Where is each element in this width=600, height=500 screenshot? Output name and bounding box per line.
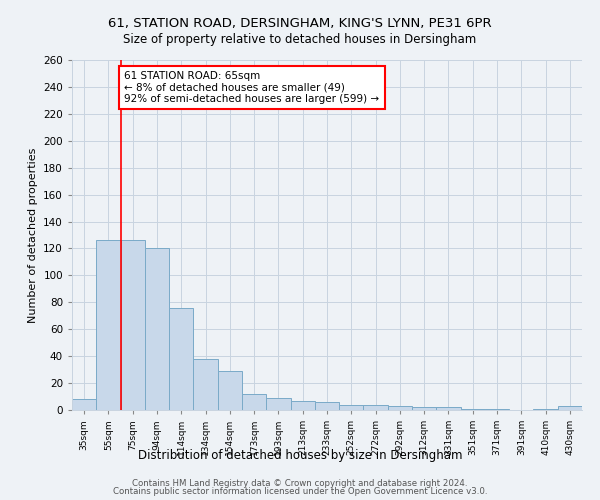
Bar <box>436 408 461 410</box>
Text: Distribution of detached houses by size in Dersingham: Distribution of detached houses by size … <box>138 448 462 462</box>
Bar <box>339 404 364 410</box>
Text: 61, STATION ROAD, DERSINGHAM, KING'S LYNN, PE31 6PR: 61, STATION ROAD, DERSINGHAM, KING'S LYN… <box>108 18 492 30</box>
Bar <box>72 399 96 410</box>
Bar <box>169 308 193 410</box>
Bar <box>461 408 485 410</box>
Bar <box>558 406 582 410</box>
Bar <box>412 408 436 410</box>
Text: Size of property relative to detached houses in Dersingham: Size of property relative to detached ho… <box>124 32 476 46</box>
Bar <box>364 404 388 410</box>
Text: 61 STATION ROAD: 65sqm
← 8% of detached houses are smaller (49)
92% of semi-deta: 61 STATION ROAD: 65sqm ← 8% of detached … <box>124 71 379 104</box>
Bar <box>121 240 145 410</box>
Bar <box>218 371 242 410</box>
Y-axis label: Number of detached properties: Number of detached properties <box>28 148 38 322</box>
Bar <box>145 248 169 410</box>
Bar <box>242 394 266 410</box>
Text: Contains public sector information licensed under the Open Government Licence v3: Contains public sector information licen… <box>113 487 487 496</box>
Bar <box>266 398 290 410</box>
Bar <box>388 406 412 410</box>
Bar <box>533 408 558 410</box>
Bar <box>290 400 315 410</box>
Bar <box>96 240 121 410</box>
Bar <box>485 408 509 410</box>
Bar <box>193 359 218 410</box>
Bar <box>315 402 339 410</box>
Text: Contains HM Land Registry data © Crown copyright and database right 2024.: Contains HM Land Registry data © Crown c… <box>132 478 468 488</box>
